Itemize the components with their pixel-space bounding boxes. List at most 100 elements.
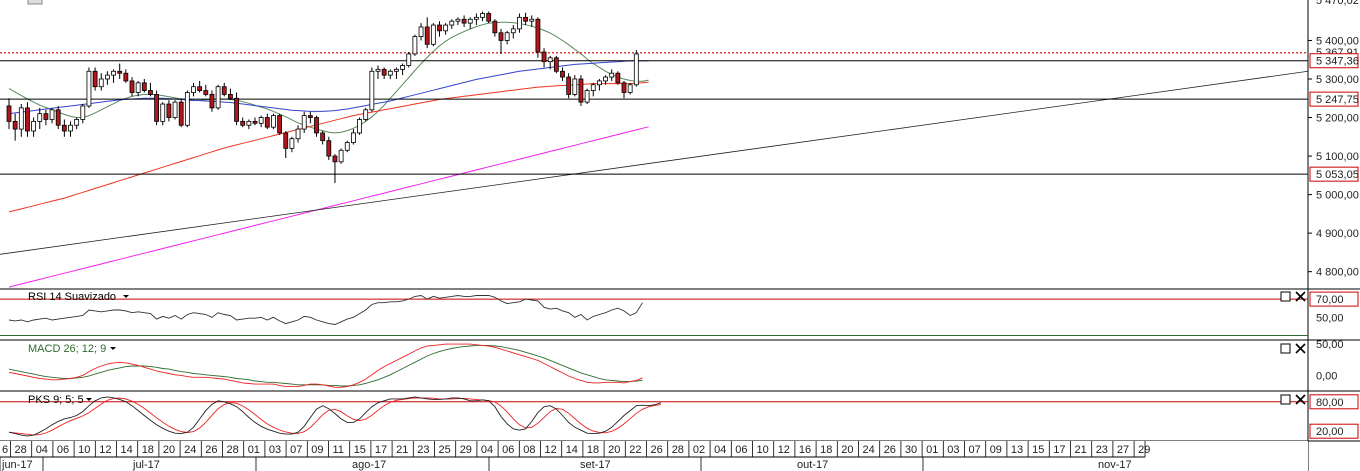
candle-body — [492, 20, 498, 34]
panel-labels: RSI 14 Suavizado MACD 26; 12; 9 PKS 9; 5… — [28, 291, 116, 406]
dropdown-arrow-icon[interactable] — [123, 295, 129, 298]
candle-body — [449, 20, 455, 26]
candle — [350, 129, 356, 145]
pks-label[interactable]: PKS 9; 5; 5 — [28, 394, 84, 406]
x-day-label: 09 — [990, 444, 1002, 456]
panel-close-icon[interactable] — [1295, 343, 1306, 354]
overlay-line-ma_red — [8, 81, 649, 213]
candle-body — [510, 28, 516, 34]
price-tick-label: 5 400,00 — [1316, 35, 1359, 47]
candle-body — [203, 90, 209, 95]
candle — [295, 125, 301, 143]
x-day-label: 29 — [460, 444, 472, 456]
rsi-label[interactable]: RSI 14 Suavizado — [28, 291, 116, 303]
candle — [92, 67, 98, 91]
candle — [437, 21, 442, 37]
panel-maximize-icon[interactable] — [1280, 394, 1291, 405]
x-day-label: 29 — [1138, 444, 1150, 456]
candle-body — [178, 101, 184, 126]
candle — [584, 88, 590, 105]
candle-body — [197, 86, 203, 91]
candle — [320, 131, 326, 145]
candle — [135, 80, 141, 97]
price-tag-label: 5 347,36 — [1316, 56, 1359, 68]
x-day-label: 10 — [757, 444, 769, 456]
candle — [615, 71, 621, 85]
x-day-label: 28 — [227, 444, 239, 456]
candle-body — [326, 140, 332, 157]
x-day-label: 26 — [884, 444, 896, 456]
candle — [283, 131, 289, 158]
candle-body — [350, 132, 356, 143]
x-day-label: 6 — [2, 444, 8, 456]
x-day-label: 03 — [269, 444, 281, 456]
candle-body — [37, 113, 43, 122]
x-day-label: 17 — [375, 444, 387, 456]
candle-body — [74, 119, 80, 126]
candle-body — [86, 70, 92, 107]
candle-body — [277, 115, 283, 134]
candle — [166, 100, 172, 122]
candle — [264, 113, 270, 130]
candle — [566, 73, 572, 99]
candle — [387, 69, 393, 79]
candle-body — [547, 57, 553, 63]
candle — [357, 117, 362, 135]
candle — [271, 113, 276, 130]
panel-close-icon[interactable] — [1295, 394, 1306, 405]
candle-body — [154, 94, 160, 122]
candle — [37, 107, 43, 130]
candle-body — [31, 120, 37, 132]
x-day-label: 28 — [672, 444, 684, 456]
candle — [234, 92, 239, 126]
candle — [197, 80, 203, 93]
candle — [498, 28, 504, 54]
x-day-label: 13 — [1011, 444, 1023, 456]
candle-body — [609, 72, 615, 78]
candle — [412, 34, 418, 56]
candle — [597, 78, 602, 91]
x-day-label: 10 — [78, 444, 90, 456]
candle — [529, 15, 535, 27]
candle-body — [105, 74, 110, 80]
dropdown-arrow-icon[interactable] — [110, 347, 116, 350]
candle-body — [264, 117, 270, 128]
panel-maximize-icon[interactable] — [1280, 343, 1291, 354]
candle-body — [295, 128, 301, 140]
x-day-label: 18 — [587, 444, 599, 456]
x-day-label: 04 — [36, 444, 48, 456]
candle — [148, 82, 153, 97]
candle — [43, 109, 49, 126]
dropdown-arrow-icon[interactable] — [86, 398, 92, 401]
candle-body — [191, 86, 196, 93]
trendline — [0, 70, 1309, 255]
candle — [381, 67, 387, 79]
x-day-label: 06 — [502, 444, 514, 456]
macd-label[interactable]: MACD 26; 12; 9 — [28, 343, 106, 355]
x-day-label: 04 — [714, 444, 726, 456]
candle — [258, 115, 264, 128]
x-day-label: 12 — [99, 444, 111, 456]
candle-body — [375, 68, 381, 72]
panel-maximize-icon[interactable] — [1280, 291, 1291, 302]
candle — [55, 105, 61, 130]
candle-body — [307, 115, 313, 118]
x-day-label: 03 — [947, 444, 959, 456]
candle — [541, 48, 547, 68]
candle-body — [578, 78, 584, 103]
toolbar-icon[interactable] — [27, 0, 43, 5]
candle-body — [289, 138, 295, 149]
candle-body — [369, 70, 375, 111]
rsi-tag-box — [1309, 291, 1359, 307]
candle-body — [209, 94, 215, 109]
x-day-label: 01 — [248, 444, 260, 456]
candle — [221, 82, 227, 97]
candle — [215, 84, 221, 110]
candle-body — [517, 16, 522, 30]
x-day-label: 17 — [1053, 444, 1065, 456]
candle-body — [258, 117, 264, 124]
candle — [209, 90, 215, 112]
x-month-label: jul-17 — [132, 459, 160, 471]
panel-close-icon[interactable] — [1295, 291, 1306, 302]
candle — [105, 71, 110, 85]
